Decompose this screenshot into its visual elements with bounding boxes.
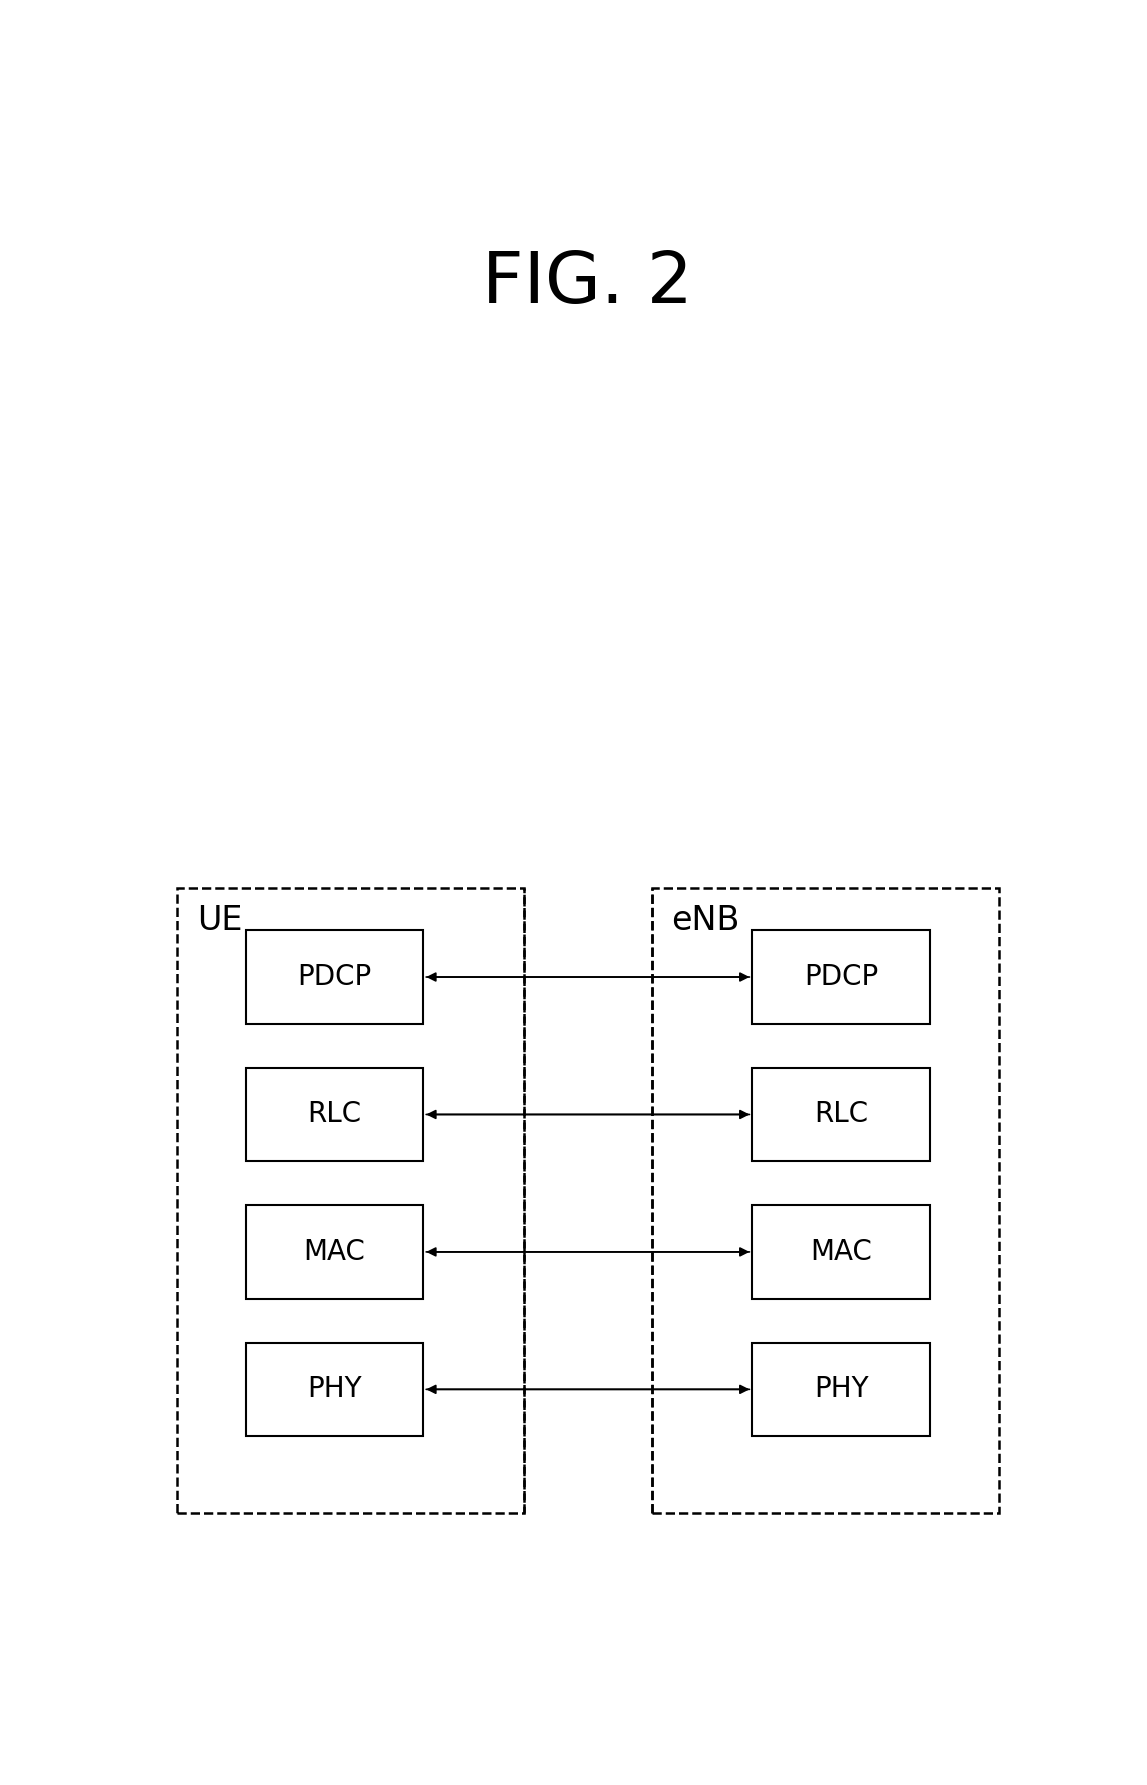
Bar <box>752 1067 930 1162</box>
Text: RLC: RLC <box>814 1101 868 1128</box>
Text: PDCP: PDCP <box>804 964 879 991</box>
Text: RLC: RLC <box>307 1101 361 1128</box>
Bar <box>245 1205 423 1299</box>
Bar <box>752 1205 930 1299</box>
Text: PHY: PHY <box>814 1376 868 1403</box>
Bar <box>245 930 423 1025</box>
Bar <box>752 1342 930 1437</box>
Text: UE: UE <box>197 905 242 937</box>
Bar <box>245 1342 423 1437</box>
Text: eNB: eNB <box>671 905 740 937</box>
Text: FIG. 2: FIG. 2 <box>483 248 693 318</box>
Bar <box>177 887 524 1514</box>
Bar <box>245 1067 423 1162</box>
Text: PDCP: PDCP <box>297 964 372 991</box>
Text: MAC: MAC <box>810 1239 872 1266</box>
Text: PHY: PHY <box>307 1376 361 1403</box>
Bar <box>752 930 930 1025</box>
Bar <box>651 887 999 1514</box>
Text: MAC: MAC <box>304 1239 366 1266</box>
